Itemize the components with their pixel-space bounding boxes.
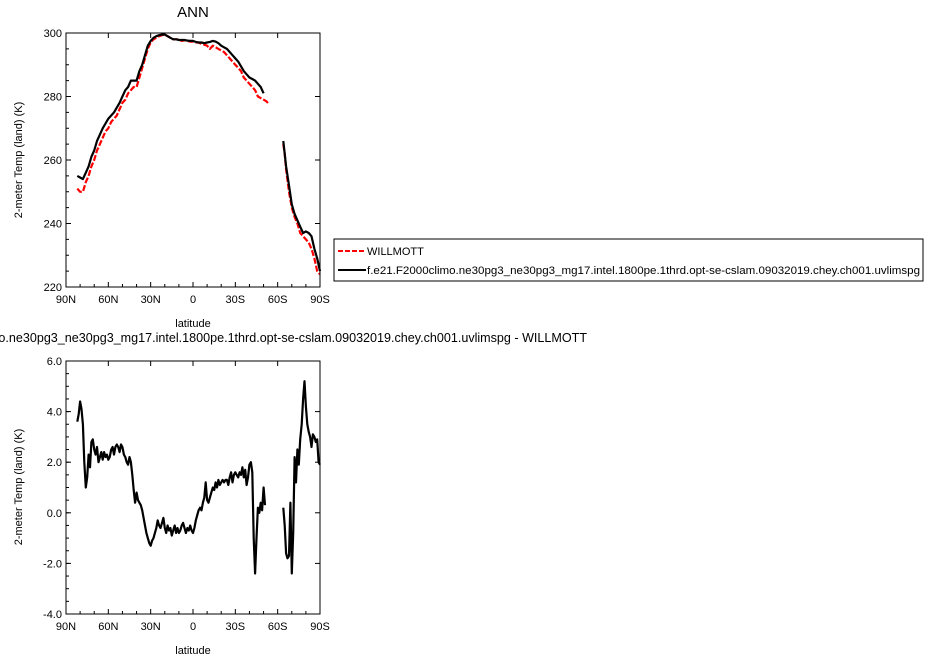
y-axis-label: 2-meter Temp (land) (K) (13, 102, 25, 219)
x-tick-label: 0 (190, 294, 196, 306)
axis-ticks: 90N 60N 30N 0 30S 60S 90S 220 240 260 280 300 (44, 28, 330, 306)
x-tick-label: 30N (141, 294, 161, 306)
y-tick-label: 6.0 (47, 356, 62, 368)
x-tick-label: 90N (56, 294, 76, 306)
y-tick-label: -4.0 (43, 609, 62, 621)
x-tick-label: 30N (141, 621, 161, 633)
y-tick-label: 2.0 (47, 457, 62, 469)
series-line-0 (282, 380, 321, 575)
climatology-chart: ANN 2-meter Temp (land) (K) latitude 90N… (13, 4, 330, 330)
x-tick-label: 90N (56, 621, 76, 633)
y-tick-label: 220 (44, 282, 62, 294)
series-line-0 (76, 400, 267, 575)
y-tick-label: 0.0 (47, 508, 62, 520)
axis-ticks: 90N 60N 30N 0 30S 60S 90S -4.0 -2.0 0.0 2.0 4.0 6.0 (43, 356, 330, 633)
difference-chart: f.e21.F2000climo.ne30pg3_ne30pg3_mg17.in… (0, 330, 587, 657)
x-tick-label: 60N (98, 621, 118, 633)
series-lines (76, 33, 322, 276)
plot-frame (65, 360, 321, 615)
x-tick-label: 60N (98, 294, 118, 306)
series-line-1 (282, 140, 322, 272)
y-tick-label: 300 (44, 28, 62, 40)
legend: WILLMOTT f.e21.F2000climo.ne30pg3_ne30pg… (333, 238, 924, 282)
chart-title: ANN (177, 4, 209, 21)
x-axis-label: latitude (175, 645, 210, 657)
x-tick-label: 30S (226, 294, 246, 306)
y-tick-label: 260 (44, 155, 62, 167)
x-tick-label: 90S (310, 621, 330, 633)
x-tick-label: 30S (226, 621, 246, 633)
x-tick-label: 90S (310, 294, 330, 306)
chart-title: f.e21.F2000climo.ne30pg3_ne30pg3_mg17.in… (0, 330, 587, 345)
series-lines (76, 380, 321, 575)
legend-box (333, 238, 924, 282)
plot-frame (65, 32, 321, 288)
legend-label-willmott: WILLMOTT (367, 246, 424, 258)
y-tick-label: -2.0 (43, 558, 62, 570)
y-tick-label: 4.0 (47, 407, 62, 419)
x-tick-label: 60S (268, 621, 288, 633)
y-axis-label: 2-meter Temp (land) (K) (13, 429, 25, 546)
x-axis-label: latitude (175, 318, 210, 330)
series-line-0 (76, 33, 271, 193)
series-line-0 (282, 143, 321, 276)
x-tick-label: 0 (190, 621, 196, 633)
series-line-1 (76, 33, 265, 181)
y-tick-label: 240 (44, 219, 62, 231)
legend-label-model: f.e21.F2000climo.ne30pg3_ne30pg3_mg17.in… (367, 265, 920, 277)
y-tick-label: 280 (44, 92, 62, 104)
x-tick-label: 60S (268, 294, 288, 306)
